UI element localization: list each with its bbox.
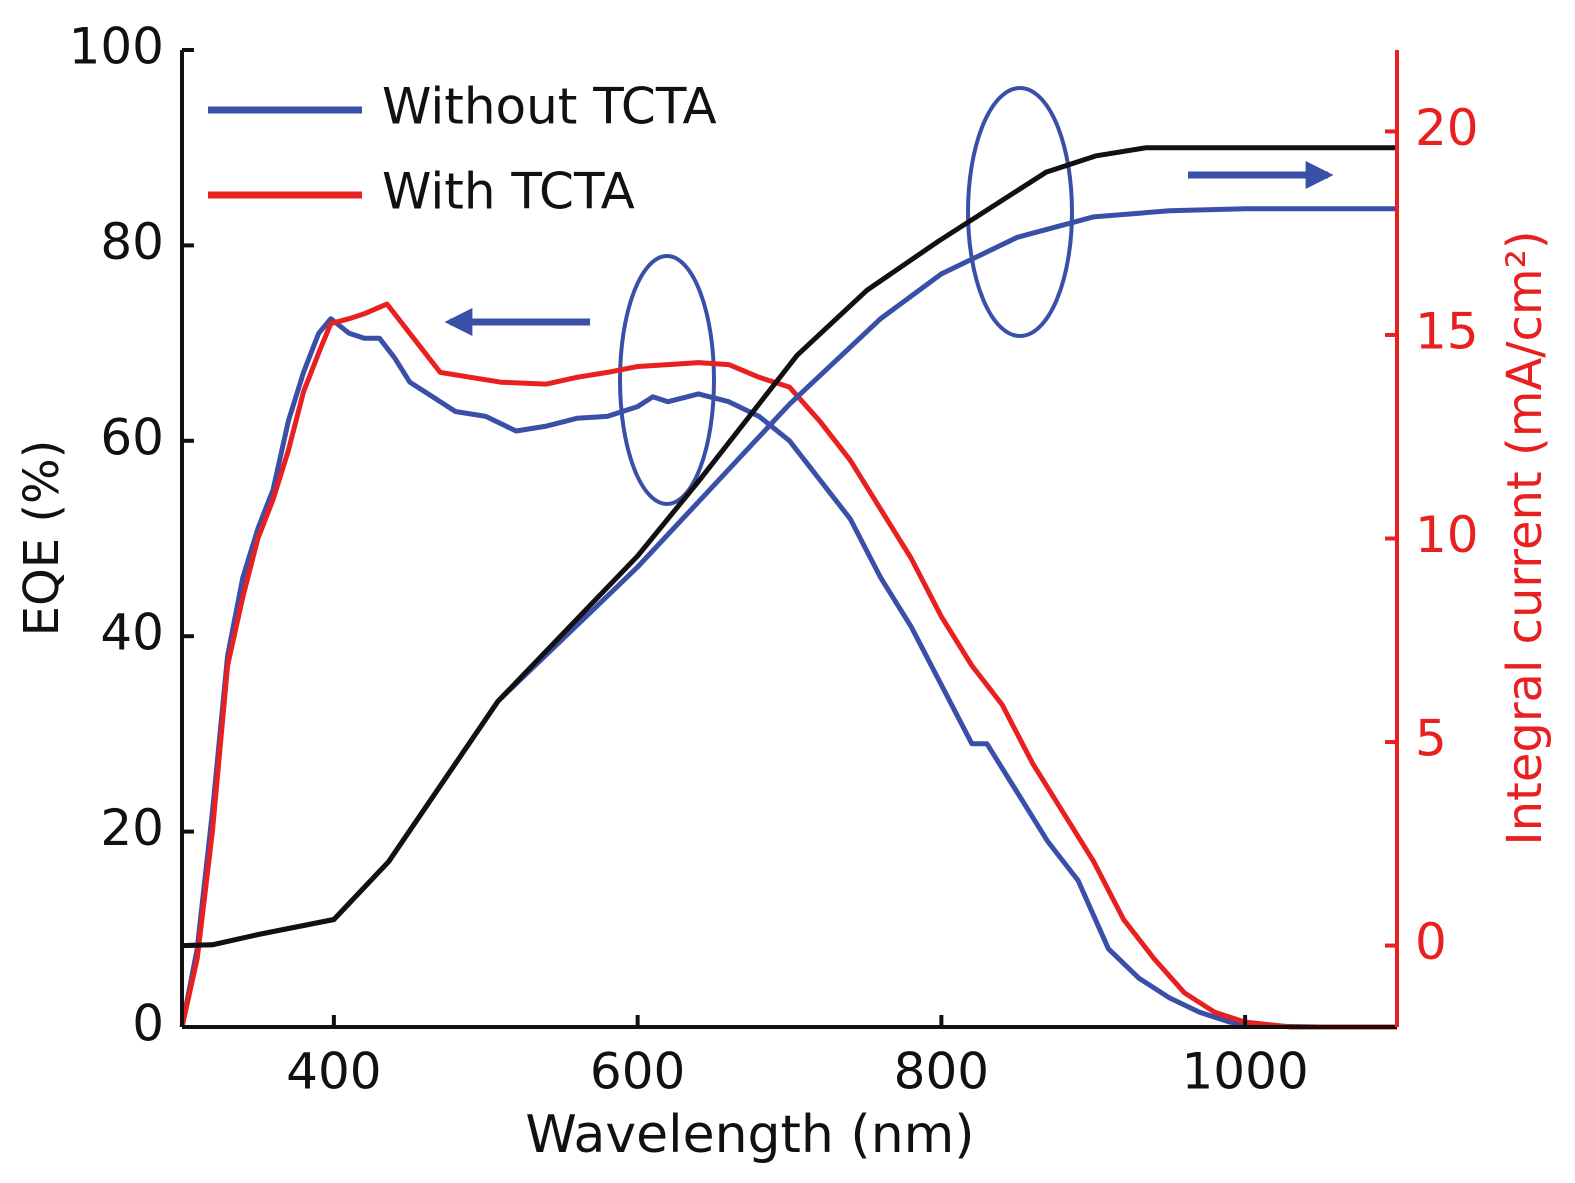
- line-series: [179, 301, 1397, 1030]
- x-tick-label: 800: [894, 1043, 989, 1101]
- y2-tick-label: 15: [1415, 302, 1479, 360]
- ellipse-annotation: [618, 254, 716, 506]
- legend-label: With TCTA: [382, 163, 635, 221]
- line-series: [181, 206, 1397, 949]
- y2-axis-label: Integral current (mA/cm²): [1497, 230, 1553, 845]
- y-axis-label: EQE (%): [14, 440, 70, 637]
- y2-tick-label: 10: [1415, 506, 1479, 564]
- x-tick-label: 1000: [1182, 1043, 1309, 1101]
- line-series: [181, 145, 1397, 949]
- y-tick-label: 40: [100, 604, 164, 662]
- legend-label: Without TCTA: [382, 78, 717, 136]
- x-tick-label: 600: [590, 1043, 685, 1101]
- y-tick-label: 80: [100, 213, 164, 271]
- y2-tick-label: 20: [1415, 99, 1479, 157]
- line-series: [179, 316, 1397, 1030]
- y2-tick-label: 5: [1415, 710, 1447, 768]
- y-tick-label: 0: [132, 995, 164, 1053]
- y-tick-label: 20: [100, 799, 164, 857]
- y-tick-label: 60: [100, 408, 164, 466]
- ellipse-annotation: [966, 86, 1074, 338]
- y2-tick-label: 0: [1415, 913, 1447, 971]
- x-axis-label: Wavelength (nm): [525, 1105, 974, 1165]
- y-tick-label: 100: [69, 18, 164, 76]
- x-tick-label: 400: [286, 1043, 381, 1101]
